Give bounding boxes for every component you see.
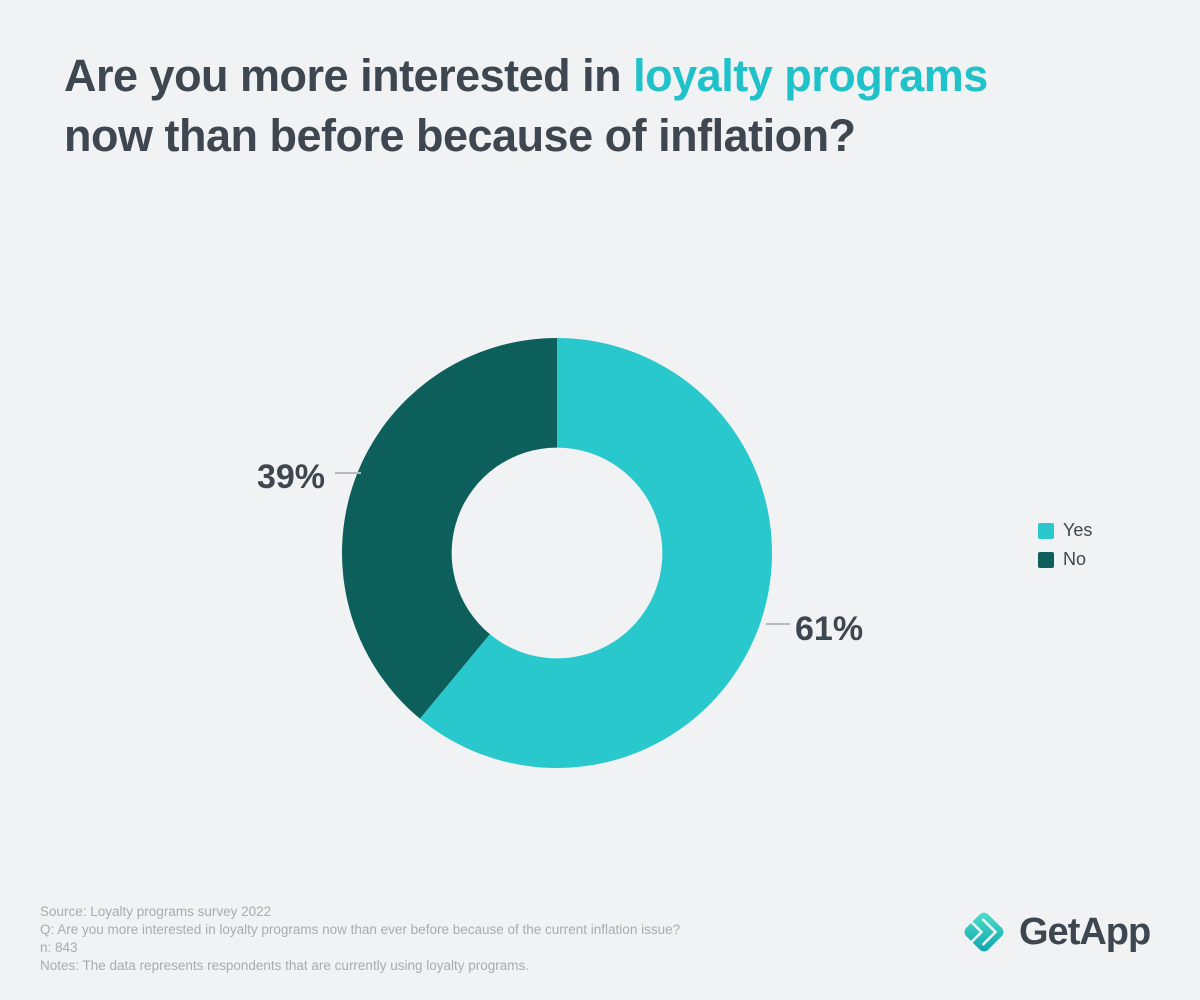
- legend-label-yes: Yes: [1063, 520, 1093, 540]
- footnote-notes: Notes: The data represents respondents t…: [40, 958, 530, 973]
- footnotes: Source: Loyalty programs survey 2022 Q: …: [40, 903, 680, 975]
- footnote-sample-size: n: 843: [40, 940, 78, 955]
- legend-swatch-no: [1038, 551, 1054, 568]
- data-label-yes-percent: 61%: [795, 610, 864, 648]
- chart-legend: Yes No: [1038, 520, 1092, 570]
- title-line1-highlight: loyalty programs: [633, 50, 988, 101]
- getapp-logo-icon: [964, 912, 1004, 952]
- donut-chart: [341, 337, 772, 768]
- title-line1-regular: Are you more interested in: [64, 50, 634, 101]
- leader-line-no: [335, 472, 361, 474]
- title-line2: now than before because of inflation?: [64, 110, 856, 161]
- page-title: Are you more interested in loyalty progr…: [64, 46, 1174, 166]
- legend-item-yes: Yes: [1038, 520, 1092, 541]
- footnote-source: Source: Loyalty programs survey 2022: [40, 904, 272, 919]
- donut-segment-yes: [419, 338, 772, 768]
- data-label-no-percent: 39%: [256, 458, 325, 496]
- leader-line-yes: [766, 623, 790, 625]
- getapp-logo: GetApp: [958, 906, 1151, 958]
- footnote-question: Q: Are you more interested in loyalty pr…: [40, 922, 681, 937]
- donut-segment-no: [341, 337, 557, 719]
- legend-item-no: No: [1038, 549, 1092, 570]
- getapp-logo-text: GetApp: [1019, 910, 1151, 953]
- legend-swatch-yes: [1038, 522, 1054, 539]
- legend-label-no: No: [1063, 549, 1087, 569]
